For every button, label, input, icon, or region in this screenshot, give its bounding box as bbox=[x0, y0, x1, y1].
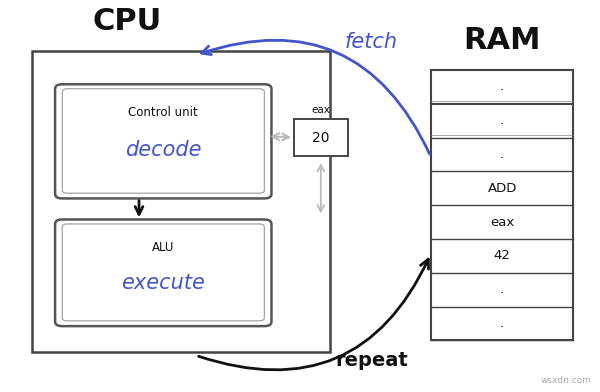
Text: .: . bbox=[500, 283, 504, 296]
Text: repeat: repeat bbox=[335, 352, 408, 370]
FancyBboxPatch shape bbox=[55, 84, 271, 198]
Text: CPU: CPU bbox=[93, 7, 162, 36]
Text: 20: 20 bbox=[312, 131, 329, 145]
Text: .: . bbox=[500, 114, 504, 127]
Text: 42: 42 bbox=[494, 249, 511, 262]
Text: .: . bbox=[500, 317, 504, 330]
FancyBboxPatch shape bbox=[32, 51, 330, 352]
FancyBboxPatch shape bbox=[55, 220, 271, 326]
Bar bbox=[294, 119, 347, 156]
Text: eax: eax bbox=[311, 105, 330, 115]
Text: fetch: fetch bbox=[345, 33, 398, 53]
Text: execute: execute bbox=[121, 272, 205, 292]
Bar bbox=[431, 70, 574, 340]
Text: .: . bbox=[500, 148, 504, 161]
Text: wsxdn.com: wsxdn.com bbox=[540, 376, 591, 385]
Text: RAM: RAM bbox=[463, 26, 541, 55]
Text: .: . bbox=[500, 80, 504, 93]
Text: ALU: ALU bbox=[152, 241, 175, 254]
Text: decode: decode bbox=[125, 140, 202, 160]
FancyArrowPatch shape bbox=[199, 259, 428, 370]
FancyArrowPatch shape bbox=[202, 40, 430, 154]
Text: eax: eax bbox=[490, 216, 514, 229]
Text: ADD: ADD bbox=[487, 182, 517, 195]
Text: Control unit: Control unit bbox=[128, 106, 198, 119]
